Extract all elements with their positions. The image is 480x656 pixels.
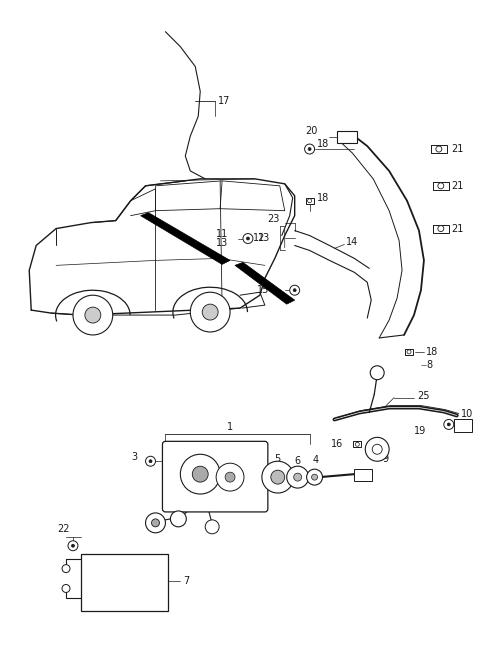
Text: 3: 3 <box>132 452 138 462</box>
Text: 18: 18 <box>316 193 329 203</box>
Text: 20: 20 <box>305 126 318 136</box>
Circle shape <box>225 472 235 482</box>
Text: 23: 23 <box>267 214 280 224</box>
Bar <box>405 349 413 355</box>
Circle shape <box>152 519 159 527</box>
Circle shape <box>312 474 318 480</box>
Text: 4: 4 <box>312 455 319 465</box>
Circle shape <box>355 442 360 446</box>
Circle shape <box>271 470 285 484</box>
Text: 18: 18 <box>426 347 438 357</box>
Text: 16: 16 <box>331 440 343 449</box>
Circle shape <box>307 469 323 485</box>
Circle shape <box>365 438 389 461</box>
Text: 25: 25 <box>417 390 430 401</box>
Circle shape <box>262 461 294 493</box>
Circle shape <box>205 520 219 534</box>
Text: 21: 21 <box>451 224 463 234</box>
Circle shape <box>62 565 70 573</box>
Circle shape <box>293 289 296 292</box>
Bar <box>354 469 372 481</box>
Text: 7: 7 <box>183 575 190 586</box>
Circle shape <box>438 183 444 189</box>
Text: 14: 14 <box>347 237 359 247</box>
Polygon shape <box>235 262 295 304</box>
Bar <box>454 419 472 432</box>
Circle shape <box>294 473 301 481</box>
Circle shape <box>62 584 70 592</box>
Circle shape <box>149 460 152 462</box>
Circle shape <box>202 304 218 320</box>
Circle shape <box>305 144 314 154</box>
Circle shape <box>372 444 382 454</box>
Text: 1: 1 <box>227 422 233 432</box>
Circle shape <box>290 285 300 295</box>
Bar <box>81 554 168 611</box>
Text: 21: 21 <box>451 181 463 191</box>
Circle shape <box>216 463 244 491</box>
Text: 21: 21 <box>451 144 463 154</box>
Circle shape <box>308 199 312 203</box>
Bar <box>353 441 361 447</box>
Text: 5: 5 <box>275 454 281 464</box>
Circle shape <box>370 366 384 380</box>
Circle shape <box>85 307 101 323</box>
Text: 13: 13 <box>216 239 228 249</box>
Circle shape <box>444 419 454 430</box>
Bar <box>337 131 357 143</box>
Circle shape <box>145 513 166 533</box>
Text: 6: 6 <box>295 456 301 466</box>
Circle shape <box>438 226 444 232</box>
Text: 15: 15 <box>257 285 270 295</box>
Text: 2: 2 <box>240 446 246 457</box>
Circle shape <box>447 423 450 426</box>
Circle shape <box>170 511 186 527</box>
Text: 10: 10 <box>461 409 473 419</box>
Circle shape <box>145 457 156 466</box>
Circle shape <box>72 544 74 547</box>
Text: 17: 17 <box>218 96 230 106</box>
Text: 24: 24 <box>367 446 380 457</box>
Bar <box>306 197 313 204</box>
Text: 13: 13 <box>258 232 270 243</box>
Text: 8: 8 <box>426 359 432 370</box>
Circle shape <box>180 454 220 494</box>
Text: 11: 11 <box>216 228 228 239</box>
Text: 9: 9 <box>382 454 388 464</box>
Text: 18: 18 <box>316 139 329 149</box>
Circle shape <box>73 295 113 335</box>
Circle shape <box>407 350 411 354</box>
Circle shape <box>243 234 253 243</box>
Polygon shape <box>141 213 230 264</box>
Text: 22: 22 <box>57 524 69 534</box>
Circle shape <box>246 237 250 240</box>
Circle shape <box>192 466 208 482</box>
Circle shape <box>287 466 309 488</box>
Circle shape <box>436 146 442 152</box>
Text: 19: 19 <box>414 426 426 436</box>
Circle shape <box>308 148 311 150</box>
Text: 12: 12 <box>252 232 265 243</box>
FancyBboxPatch shape <box>162 441 268 512</box>
Circle shape <box>190 292 230 332</box>
Circle shape <box>68 541 78 550</box>
